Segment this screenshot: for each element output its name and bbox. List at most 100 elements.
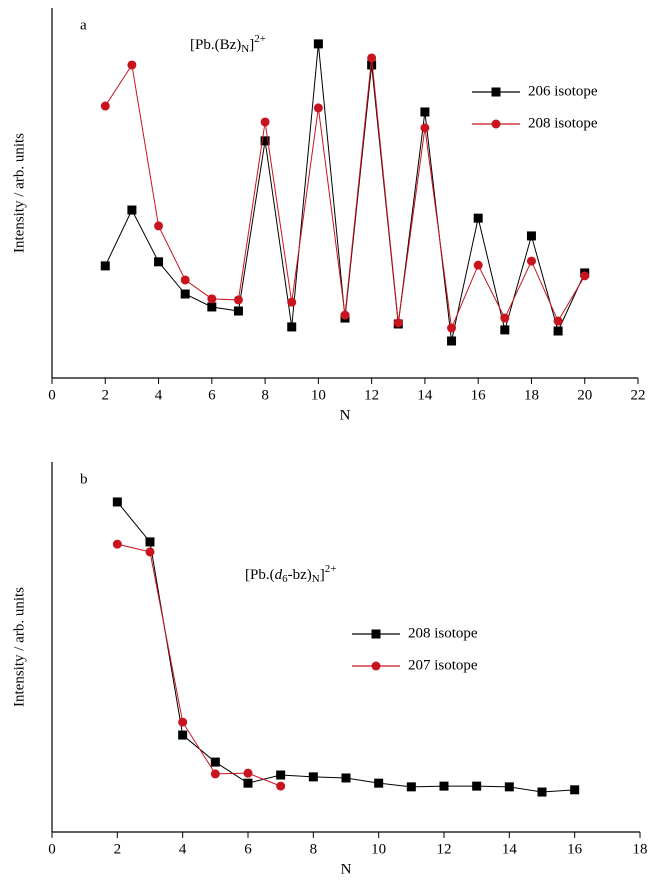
marker-square xyxy=(371,629,381,639)
marker-circle xyxy=(491,119,501,129)
marker-circle xyxy=(154,221,164,231)
marker-square xyxy=(526,231,536,241)
marker-square xyxy=(406,782,416,792)
marker-circle xyxy=(371,661,381,671)
marker-circle xyxy=(145,547,155,557)
marker-circle xyxy=(526,256,536,266)
x-tick-label: 22 xyxy=(631,387,646,403)
x-tick-label: 0 xyxy=(48,841,56,857)
marker-square xyxy=(313,39,323,49)
legend-label: 208 isotope xyxy=(408,625,478,641)
annotation-part: d xyxy=(275,567,283,583)
annotation-part: [Pb.( xyxy=(245,567,275,583)
y-axis-label: Intensity / arb. units xyxy=(11,587,27,707)
marker-circle xyxy=(260,117,270,127)
x-tick-label: 0 xyxy=(48,387,56,403)
annotation: [Pb.(Bz)N]2+ xyxy=(190,33,266,54)
annotation-part: 2+ xyxy=(254,33,266,45)
x-tick-label: 12 xyxy=(437,841,452,857)
panel-label: b xyxy=(80,471,88,487)
series-line xyxy=(104,43,586,342)
annotation-part: N xyxy=(241,43,249,55)
marker-square xyxy=(472,781,482,791)
marker-circle xyxy=(473,260,483,270)
legend-label: 208 isotope xyxy=(528,115,598,131)
marker-square xyxy=(260,136,270,146)
marker-square xyxy=(207,302,217,312)
marker-circle xyxy=(367,53,377,63)
x-tick-label: 6 xyxy=(244,841,252,857)
x-tick-label: 6 xyxy=(208,387,216,403)
marker-square xyxy=(500,325,510,335)
legend-label: 206 isotope xyxy=(528,83,598,99)
marker-circle xyxy=(180,275,190,285)
marker-circle xyxy=(112,539,122,549)
marker-circle xyxy=(553,316,563,326)
marker-square xyxy=(367,60,377,70)
marker-circle xyxy=(210,769,220,779)
x-tick-label: 4 xyxy=(155,387,163,403)
marker-square xyxy=(127,205,137,215)
annotation-part: N xyxy=(312,573,320,585)
x-tick-label: 10 xyxy=(311,387,326,403)
marker-square xyxy=(145,537,155,547)
x-tick-label: 12 xyxy=(364,387,379,403)
marker-square xyxy=(112,497,122,507)
x-axis-label: N xyxy=(340,407,351,423)
x-tick-label: 14 xyxy=(502,841,518,857)
panel-label: a xyxy=(80,17,87,33)
marker-circle xyxy=(178,717,188,727)
marker-circle xyxy=(100,101,110,111)
marker-square xyxy=(180,289,190,299)
marker-square xyxy=(491,87,501,97)
marker-circle xyxy=(243,768,253,778)
marker-square xyxy=(473,213,483,223)
marker-square xyxy=(243,778,253,788)
x-tick-label: 8 xyxy=(261,387,269,403)
annotation-part: 6 xyxy=(282,573,288,585)
marker-square xyxy=(447,336,457,346)
marker-square xyxy=(178,730,188,740)
annotation: [Pb.(d6-bz)N]2+ xyxy=(245,563,336,584)
x-tick-label: 18 xyxy=(633,841,648,857)
marker-square xyxy=(308,772,318,782)
marker-circle xyxy=(447,323,457,333)
marker-square xyxy=(154,257,164,267)
marker-circle xyxy=(233,295,243,305)
marker-square xyxy=(341,773,351,783)
x-tick-label: 14 xyxy=(417,387,433,403)
x-tick-label: 8 xyxy=(310,841,318,857)
marker-square xyxy=(439,781,449,791)
marker-square xyxy=(537,787,547,797)
marker-circle xyxy=(393,318,403,328)
marker-square xyxy=(504,782,514,792)
annotation-part: 2+ xyxy=(325,563,337,575)
y-axis-label: Intensity / arb. units xyxy=(11,133,27,253)
x-tick-label: 2 xyxy=(102,387,110,403)
x-axis-label: N xyxy=(341,861,352,877)
marker-circle xyxy=(207,294,217,304)
annotation-part: ] xyxy=(320,567,325,583)
annotation-part: -bz) xyxy=(288,567,312,583)
marker-square xyxy=(100,261,110,271)
x-tick-label: 18 xyxy=(524,387,539,403)
marker-square xyxy=(210,757,220,767)
marker-circle xyxy=(127,60,137,70)
marker-circle xyxy=(340,310,350,320)
marker-circle xyxy=(276,781,286,791)
marker-square xyxy=(233,306,243,316)
x-tick-label: 16 xyxy=(471,387,487,403)
marker-circle xyxy=(420,123,430,133)
marker-circle xyxy=(500,313,510,323)
marker-square xyxy=(276,770,286,780)
marker-square xyxy=(570,785,580,795)
legend-label: 207 isotope xyxy=(408,657,478,673)
annotation-part: [Pb.(Bz) xyxy=(190,37,241,53)
series-line xyxy=(104,57,586,330)
marker-square xyxy=(420,107,430,117)
marker-square xyxy=(374,778,384,788)
x-tick-label: 10 xyxy=(371,841,386,857)
x-tick-label: 16 xyxy=(567,841,583,857)
series-line xyxy=(116,501,575,793)
